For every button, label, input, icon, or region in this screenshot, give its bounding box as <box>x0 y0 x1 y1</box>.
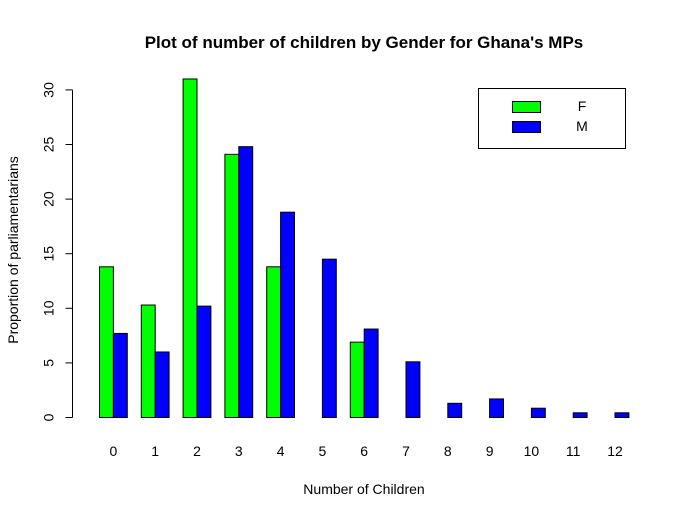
bar-F-3 <box>224 153 240 418</box>
y-tick-label: 10 <box>41 300 57 316</box>
x-tick-label: 3 <box>235 443 243 459</box>
legend-box <box>478 88 626 149</box>
bar-M-0 <box>112 332 128 418</box>
y-tick-label: 5 <box>41 359 57 367</box>
legend-label-F: F <box>578 98 587 114</box>
bar-M-1 <box>154 351 170 419</box>
legend: FM <box>478 88 626 149</box>
bar-M-6 <box>363 328 379 419</box>
x-tick-label: 7 <box>402 443 410 459</box>
bar-M-12 <box>614 412 630 419</box>
x-tick-label: 5 <box>319 443 327 459</box>
chart-title: Plot of number of children by Gender for… <box>145 33 584 52</box>
bar-M-10 <box>530 407 546 418</box>
bars-group <box>99 78 630 419</box>
y-tick-label: 25 <box>41 137 57 153</box>
y-tick-label: 0 <box>41 413 57 421</box>
x-tick-label: 8 <box>444 443 452 459</box>
x-tick-label: 9 <box>486 443 494 459</box>
y-tick-label: 15 <box>41 246 57 262</box>
y-axis: 0 5 10 15 20 25 30 <box>41 82 73 421</box>
bar-M-4 <box>280 211 296 418</box>
legend-label-M: M <box>576 118 588 134</box>
x-tick-label: 1 <box>151 443 159 459</box>
x-tick-label: 2 <box>193 443 201 459</box>
bar-F-1 <box>140 304 156 418</box>
y-tick-label: 20 <box>41 191 57 207</box>
x-tick-label: 12 <box>607 443 623 459</box>
x-tick-label: 4 <box>277 443 285 459</box>
x-tick-labels: 0 1 2 3 4 5 6 7 8 9 10 11 12 <box>110 443 623 459</box>
legend-swatch-M <box>512 121 541 133</box>
bar-M-7 <box>405 361 421 419</box>
y-axis-label: Proportion of parliamentarians <box>5 156 21 344</box>
legend-swatch-F <box>512 101 541 113</box>
bar-M-3 <box>238 146 254 419</box>
x-axis-label: Number of Children <box>303 481 424 497</box>
x-tick-label: 10 <box>524 443 540 459</box>
bar-M-11 <box>572 412 588 419</box>
bar-F-2 <box>182 78 198 418</box>
x-tick-label: 0 <box>110 443 118 459</box>
bar-F-6 <box>349 341 365 419</box>
y-tick-label: 30 <box>41 82 57 98</box>
bar-M-5 <box>321 258 337 418</box>
bar-M-2 <box>196 305 212 418</box>
bar-F-0 <box>99 266 114 418</box>
x-tick-label: 6 <box>360 443 368 459</box>
bar-M-9 <box>489 398 505 419</box>
bar-F-4 <box>266 266 282 418</box>
bar-M-8 <box>447 402 463 418</box>
x-tick-label: 11 <box>566 443 581 459</box>
